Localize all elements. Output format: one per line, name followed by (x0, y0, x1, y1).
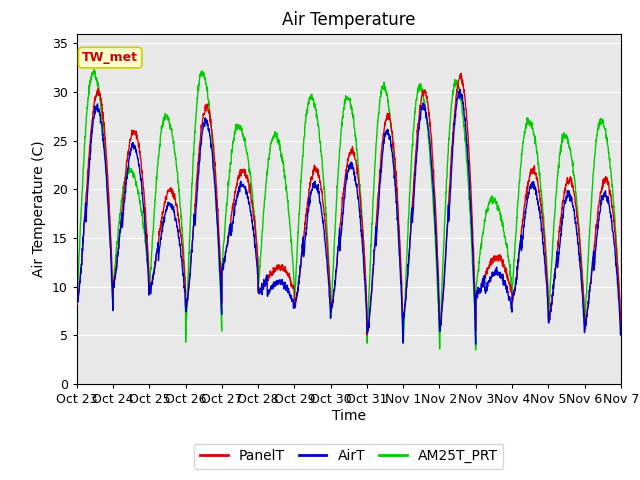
AirT (376, 180, 384, 185)
AM25T_PRT (225, 179, 232, 184)
AM25T_PRT (508, 281, 515, 287)
Text: TW_met: TW_met (82, 51, 138, 64)
Title: Air Temperature: Air Temperature (282, 11, 415, 29)
AM25T_PRT (376, 93, 384, 99)
Line: AirT: AirT (77, 89, 621, 344)
AM25T_PRT (90, 67, 98, 72)
AM25T_PRT (617, 327, 625, 333)
Legend: PanelT, AirT, AM25T_PRT: PanelT, AirT, AM25T_PRT (194, 444, 504, 469)
PanelT (364, 332, 371, 337)
AirT (472, 341, 479, 347)
AM25T_PRT (472, 347, 479, 353)
AirT (584, 298, 592, 304)
Line: PanelT: PanelT (77, 73, 621, 335)
Y-axis label: Air Temperature (C): Air Temperature (C) (33, 141, 46, 277)
AirT (508, 306, 515, 312)
PanelT (365, 320, 372, 325)
AM25T_PRT (73, 304, 81, 310)
PanelT (73, 300, 81, 306)
PanelT (457, 71, 465, 76)
AM25T_PRT (584, 254, 592, 260)
AM25T_PRT (365, 301, 372, 307)
AirT (456, 86, 464, 92)
PanelT (225, 234, 232, 240)
AirT (225, 235, 232, 240)
AirT (570, 204, 577, 210)
PanelT (617, 325, 625, 331)
AirT (617, 324, 625, 330)
Line: AM25T_PRT: AM25T_PRT (77, 70, 621, 350)
AirT (73, 299, 81, 304)
PanelT (508, 289, 515, 295)
PanelT (570, 183, 577, 189)
AirT (365, 324, 372, 330)
X-axis label: Time: Time (332, 409, 366, 423)
PanelT (376, 165, 384, 170)
AM25T_PRT (570, 170, 577, 176)
PanelT (584, 300, 592, 306)
